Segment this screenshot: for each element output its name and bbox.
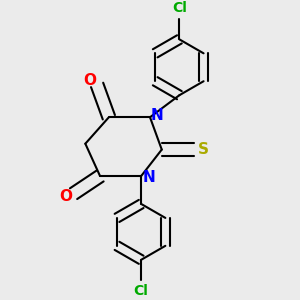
Text: Cl: Cl [172,2,187,16]
Text: Cl: Cl [134,284,148,298]
Text: O: O [60,189,73,204]
Text: O: O [83,73,96,88]
Text: S: S [197,142,208,157]
Text: N: N [151,108,164,123]
Text: N: N [142,170,155,185]
